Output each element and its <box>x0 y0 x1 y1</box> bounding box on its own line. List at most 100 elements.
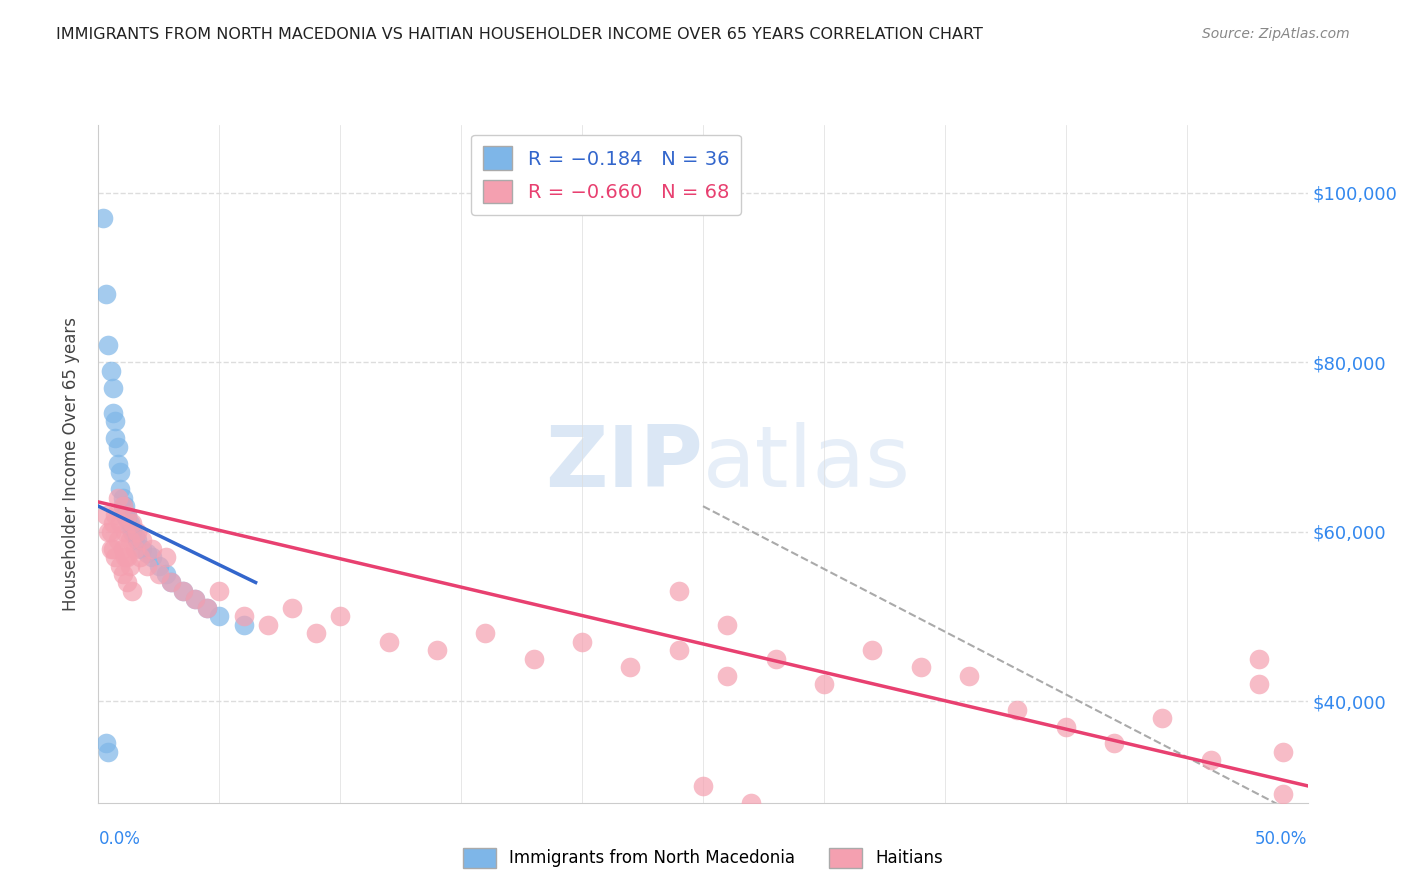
Point <box>94 508 117 522</box>
Point <box>957 669 980 683</box>
Point <box>155 567 177 582</box>
Point <box>104 508 127 522</box>
Point <box>1249 677 1271 691</box>
Point <box>100 524 122 539</box>
Point <box>860 643 883 657</box>
Point <box>1272 745 1295 759</box>
Point <box>1007 703 1029 717</box>
Point <box>100 541 122 556</box>
Point <box>232 609 254 624</box>
Point <box>97 338 120 352</box>
Point <box>107 533 129 547</box>
Point <box>128 549 150 565</box>
Point <box>97 745 120 759</box>
Point <box>97 524 120 539</box>
Point <box>910 660 932 674</box>
Point <box>232 617 254 632</box>
Point <box>114 524 136 539</box>
Point <box>305 626 328 640</box>
Point <box>117 575 139 590</box>
Point <box>111 567 134 582</box>
Point <box>101 406 124 420</box>
Point <box>131 533 153 547</box>
Point <box>107 440 129 454</box>
Point <box>765 651 787 665</box>
Point <box>124 529 146 543</box>
Text: IMMIGRANTS FROM NORTH MACEDONIA VS HAITIAN HOUSEHOLDER INCOME OVER 65 YEARS CORR: IMMIGRANTS FROM NORTH MACEDONIA VS HAITI… <box>56 27 983 42</box>
Point <box>184 592 207 607</box>
Point <box>118 558 141 573</box>
Legend: Immigrants from North Macedonia, Haitians: Immigrants from North Macedonia, Haitian… <box>456 841 950 875</box>
Point <box>716 617 738 632</box>
Point <box>619 660 641 674</box>
Point <box>118 516 141 530</box>
Point <box>172 583 194 598</box>
Point <box>329 609 352 624</box>
Point <box>121 583 143 598</box>
Point <box>184 592 207 607</box>
Point <box>108 466 131 480</box>
Point <box>108 516 131 530</box>
Point <box>1249 651 1271 665</box>
Point <box>135 546 157 560</box>
Point <box>104 432 127 446</box>
Point <box>104 414 127 428</box>
Point <box>160 575 183 590</box>
Point <box>141 541 163 556</box>
Point <box>172 583 194 598</box>
Point <box>111 491 134 505</box>
Point <box>127 524 149 539</box>
Text: Source: ZipAtlas.com: Source: ZipAtlas.com <box>1202 27 1350 41</box>
Point <box>114 508 136 522</box>
Point <box>474 626 496 640</box>
Point <box>91 211 114 226</box>
Point <box>141 549 163 565</box>
Point <box>101 516 124 530</box>
Point <box>1199 753 1222 767</box>
Point <box>127 533 149 547</box>
Point <box>111 500 134 514</box>
Point <box>426 643 449 657</box>
Point <box>94 287 117 301</box>
Point <box>111 541 134 556</box>
Point <box>108 558 131 573</box>
Text: ZIP: ZIP <box>546 422 703 506</box>
Point <box>107 491 129 505</box>
Point <box>131 541 153 556</box>
Point <box>155 549 177 565</box>
Point <box>740 796 762 810</box>
Point <box>111 500 134 514</box>
Point <box>118 533 141 547</box>
Point <box>108 482 131 496</box>
Point <box>118 520 141 534</box>
Point <box>1102 736 1125 750</box>
Point <box>148 558 170 573</box>
Point <box>117 508 139 522</box>
Point <box>195 601 218 615</box>
Point <box>117 508 139 522</box>
Point <box>668 643 690 657</box>
Point <box>117 549 139 565</box>
Point <box>208 609 231 624</box>
Point <box>101 380 124 394</box>
Point <box>100 364 122 378</box>
Point <box>256 617 278 632</box>
Point <box>692 779 714 793</box>
Y-axis label: Householder Income Over 65 years: Householder Income Over 65 years <box>62 317 80 611</box>
Point <box>148 567 170 582</box>
Point <box>135 558 157 573</box>
Text: 0.0%: 0.0% <box>98 830 141 847</box>
Point <box>208 583 231 598</box>
Point <box>1054 719 1077 733</box>
Point <box>117 512 139 526</box>
Point <box>107 457 129 471</box>
Point <box>94 736 117 750</box>
Point <box>571 635 593 649</box>
Point <box>377 635 399 649</box>
Text: atlas: atlas <box>703 422 911 506</box>
Point <box>813 677 835 691</box>
Point <box>121 524 143 539</box>
Legend: R = −0.184   N = 36, R = −0.660   N = 68: R = −0.184 N = 36, R = −0.660 N = 68 <box>471 135 741 215</box>
Point <box>668 583 690 598</box>
Point <box>124 541 146 556</box>
